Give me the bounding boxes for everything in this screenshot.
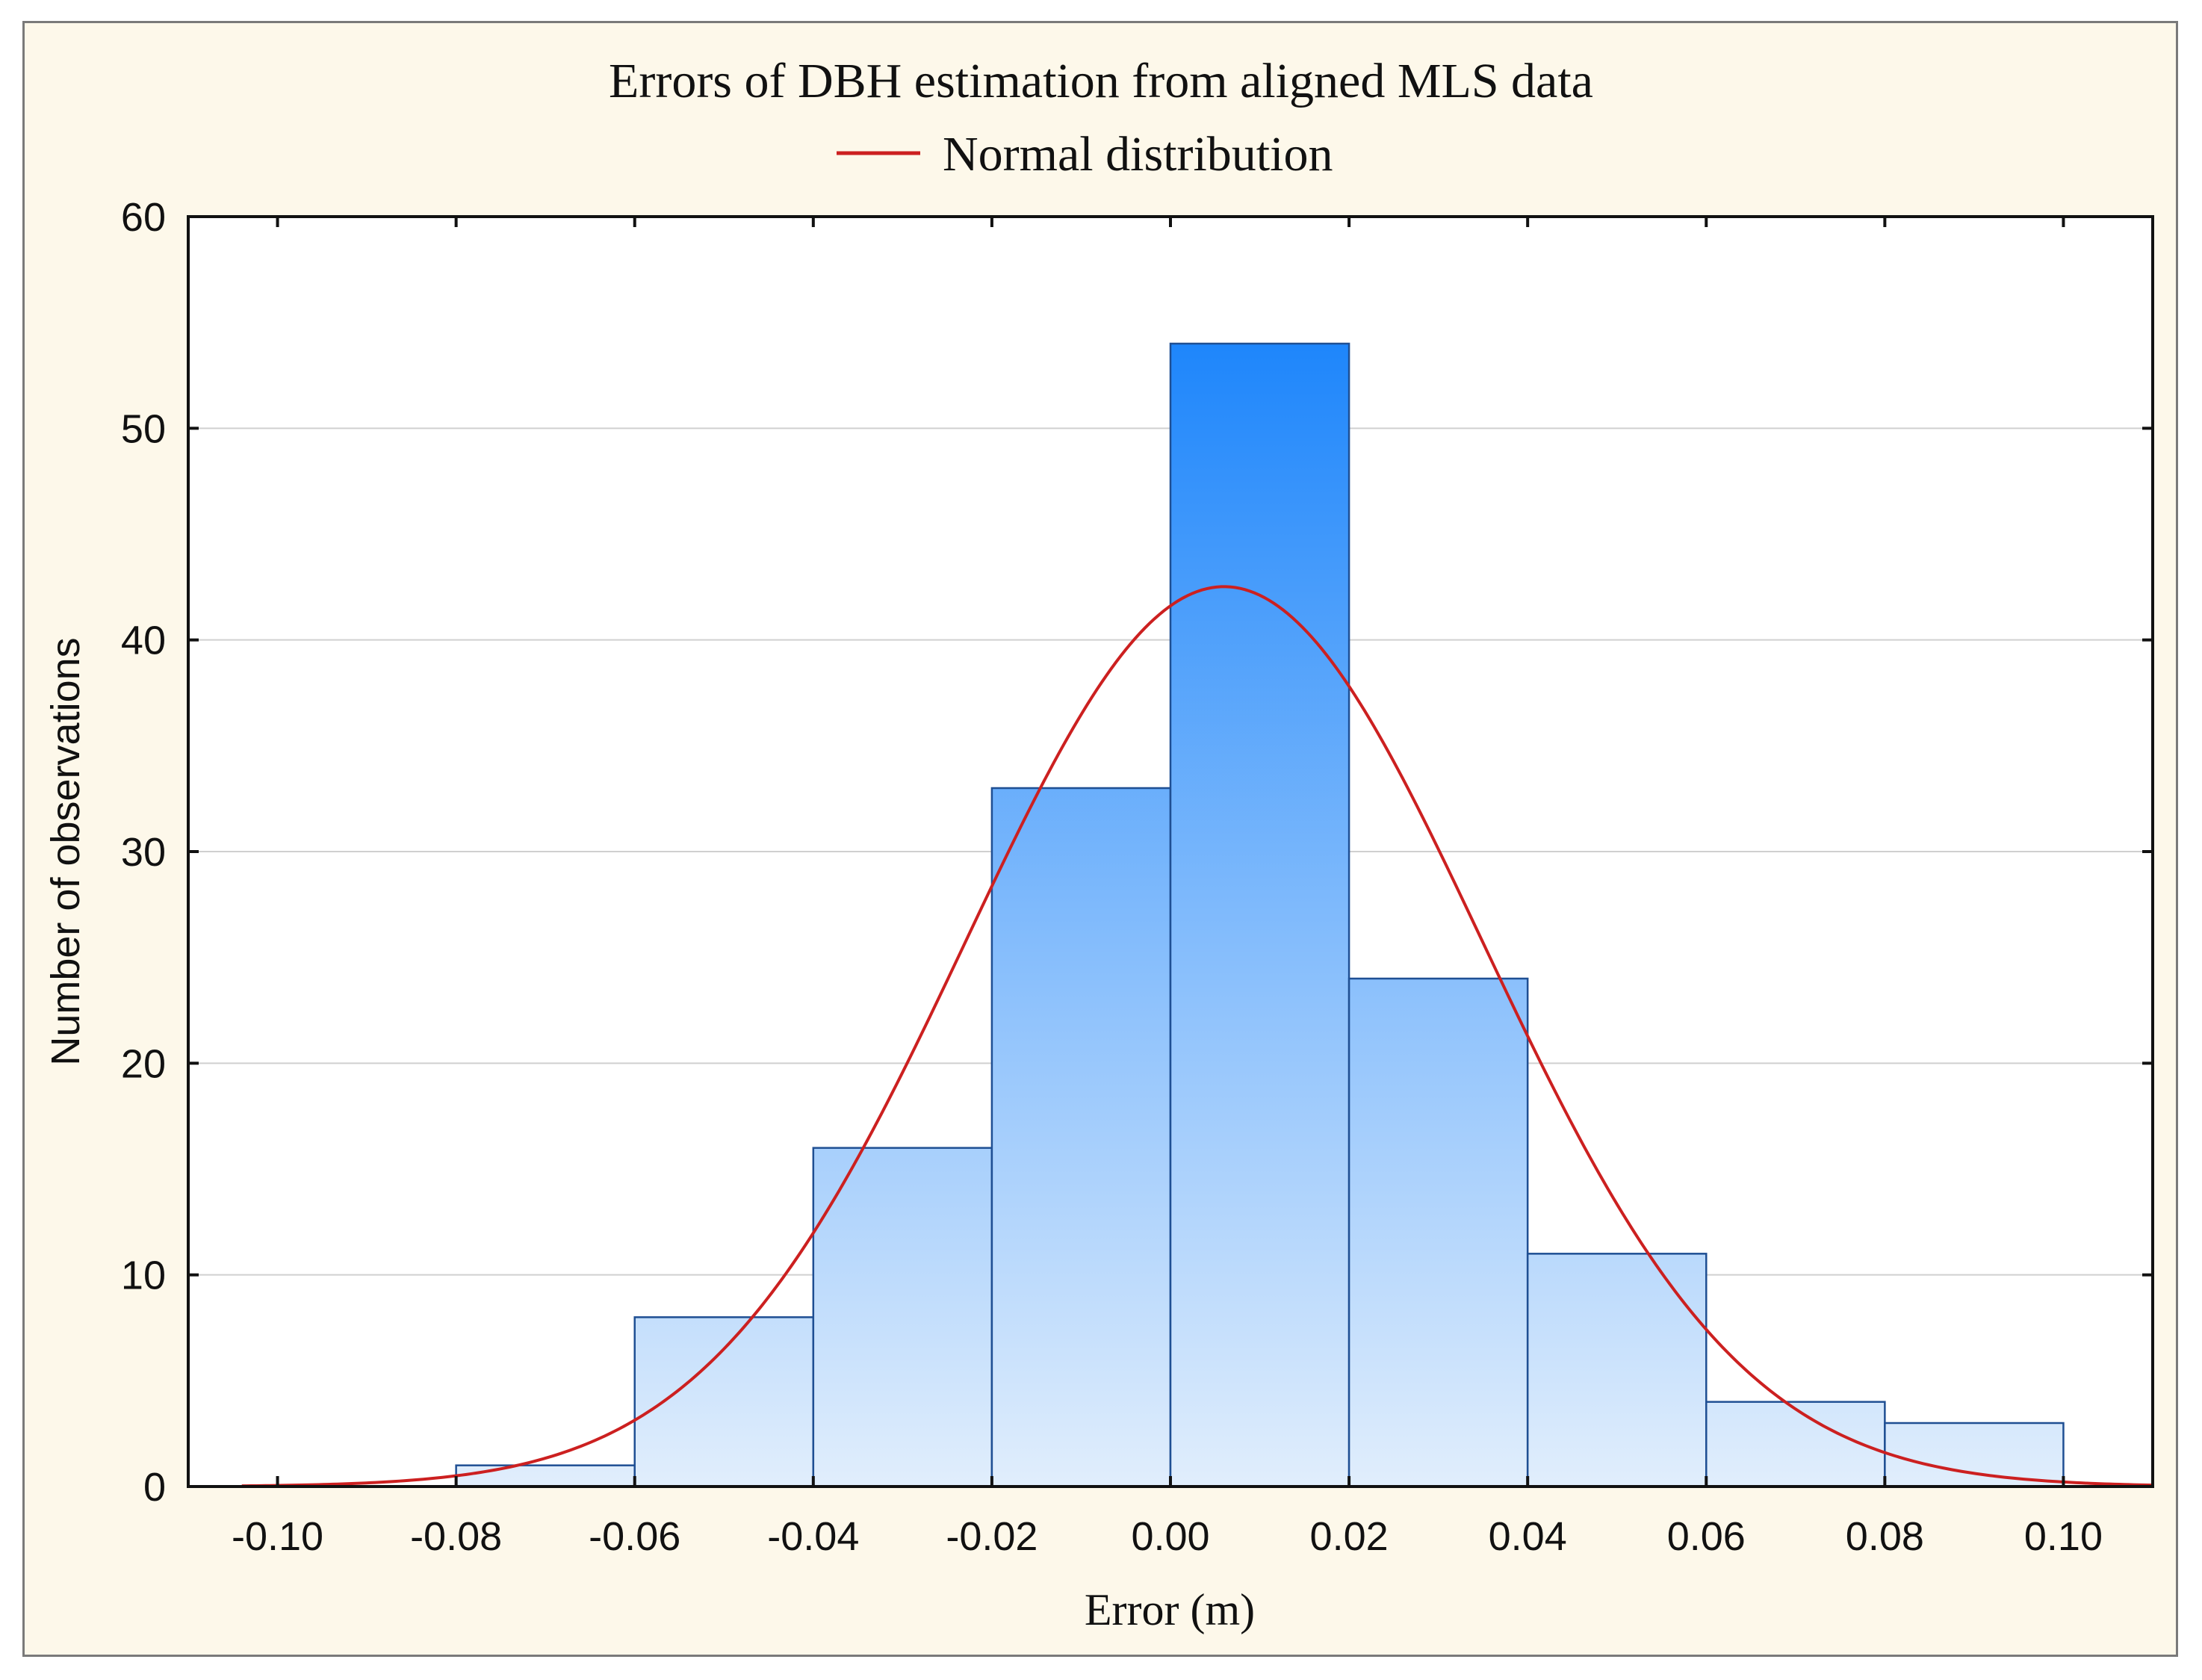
x-tick-label-0: -0.10 — [232, 1514, 323, 1559]
x-tick-label-5: 0.00 — [1131, 1514, 1209, 1559]
x-tick-label-2: -0.06 — [589, 1514, 680, 1559]
x-tick-label-9: 0.08 — [1846, 1514, 1924, 1559]
histogram-bar-4 — [1169, 342, 1350, 1488]
y-tick-labels: 0 10 20 30 40 50 60 — [121, 195, 166, 1510]
legend-label: Normal distribution — [943, 127, 1333, 182]
histogram-bar-5 — [1347, 977, 1529, 1488]
x-tick-label-7: 0.04 — [1489, 1514, 1567, 1559]
axis-ticks — [188, 215, 2153, 1488]
y-tick-label-6: 60 — [121, 195, 166, 240]
x-tick-label-6: 0.02 — [1310, 1514, 1389, 1559]
y-tick-label-0: 0 — [143, 1465, 166, 1510]
x-tick-label-4: -0.02 — [946, 1514, 1038, 1559]
x-tick-label-1: -0.08 — [410, 1514, 502, 1559]
y-tick-label-5: 50 — [121, 406, 166, 451]
x-tick-label-3: -0.04 — [767, 1514, 859, 1559]
x-axis-title: Error (m) — [1085, 1585, 1255, 1634]
histogram-bar-3 — [990, 787, 1172, 1488]
histogram-bars — [455, 342, 2065, 1488]
legend: Normal distribution — [837, 127, 1333, 182]
chart-title: Errors of DBH estimation from aligned ML… — [609, 54, 1593, 108]
histogram-bar-0 — [455, 1464, 636, 1488]
histogram-bar-7 — [1705, 1401, 1886, 1488]
normal-distribution-curve — [241, 585, 2153, 1487]
histogram-bar-2 — [812, 1147, 993, 1488]
y-axis-title: Number of observations — [43, 637, 88, 1065]
y-tick-label-4: 40 — [121, 619, 166, 663]
x-tick-label-10: 0.10 — [2024, 1514, 2103, 1559]
y-tick-label-1: 10 — [121, 1253, 166, 1298]
histogram-bar-6 — [1526, 1253, 1708, 1488]
x-tick-labels: -0.10 -0.08 -0.06 -0.04 -0.02 0.00 0.02 0.04 0.0… — [232, 1514, 2103, 1559]
x-tick-label-8: 0.06 — [1667, 1514, 1746, 1559]
histogram-bar-8 — [1884, 1422, 2065, 1488]
y-tick-label-3: 30 — [121, 830, 166, 875]
y-tick-label-2: 20 — [121, 1041, 166, 1086]
